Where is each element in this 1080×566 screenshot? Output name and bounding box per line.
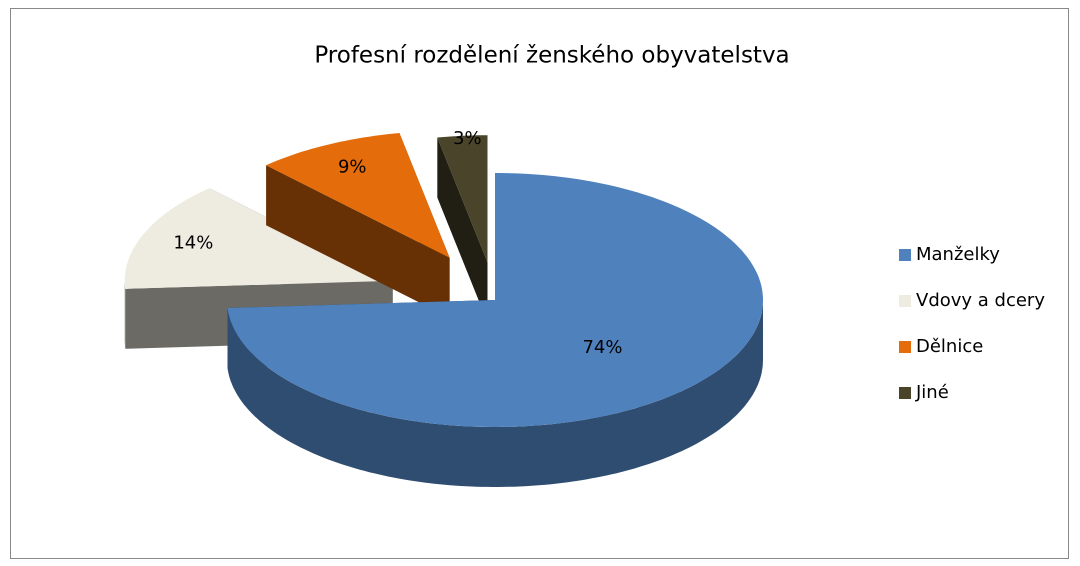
legend-label: Manželky [916,244,1000,265]
chart-title: Profesní rozdělení ženského obyvatelstva [314,43,789,69]
legend-swatch [899,249,911,261]
legend-swatch [899,341,911,353]
legend-label: Jiné [915,382,949,403]
legend-swatch [899,295,911,307]
slice [227,173,763,487]
slice-top [437,135,488,263]
slice-side [124,280,126,349]
legend-label: Vdovy a dcery [916,290,1045,311]
slice-wall [266,165,450,318]
data-label: 14% [173,232,213,253]
slice-wall [437,137,488,323]
data-label: 74% [582,337,622,358]
slice [266,133,450,318]
slice-top [124,188,393,289]
slice-top [227,173,763,427]
data-label: 9% [338,156,367,177]
slice-side [227,300,763,487]
slice-top [266,133,450,258]
legend-label: Dělnice [916,336,983,357]
data-label: 3% [453,128,482,149]
slice [437,135,488,323]
legend-swatch [899,387,911,399]
